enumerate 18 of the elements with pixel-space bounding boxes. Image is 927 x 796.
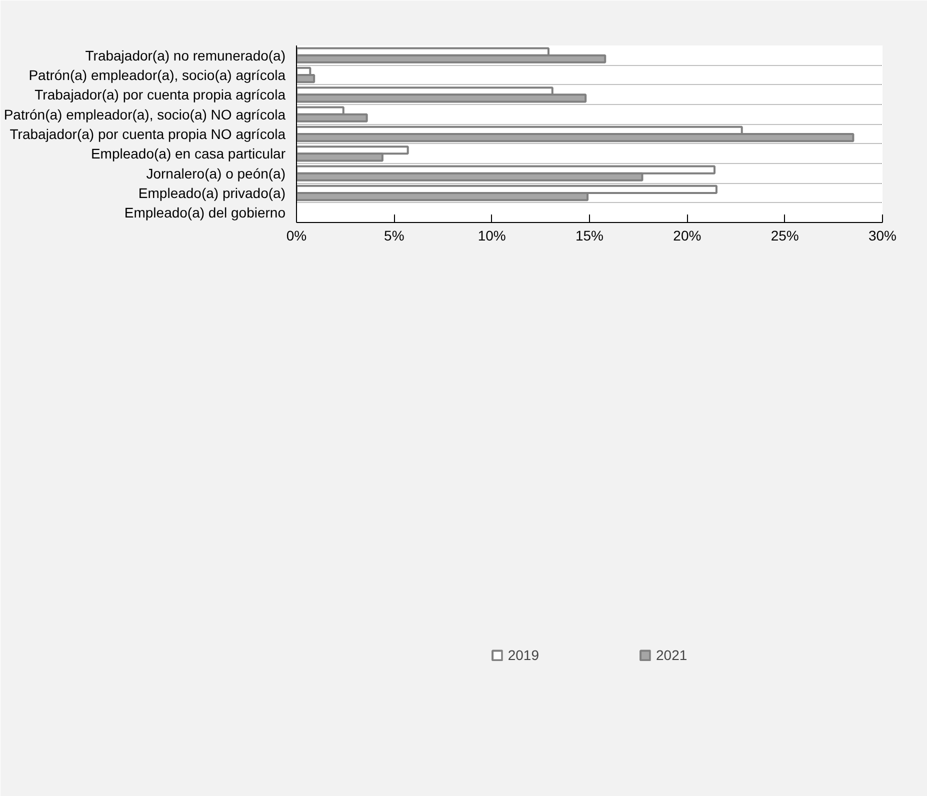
y-tick-label: Trabajador(a) no remunerado(a) [85, 47, 286, 64]
y-tick-label: Trabajador(a) por cuenta propia NO agrícola [10, 126, 286, 142]
x-tick-label: 15% [575, 228, 604, 244]
y-tick-label: Jornalero(a) o peón(a) [146, 165, 286, 182]
y-tick-label: Patrón(a) empleador(a), socio(a) NO agrícola [4, 106, 286, 122]
y-tick-label: Patrón(a) empleador(a), socio(a) agrícola [28, 67, 286, 83]
y-tick-label: Empleado(a) del gobierno [124, 204, 286, 221]
x-tick-label: 30% [868, 228, 897, 244]
y-tick-label: Empleado(a) privado(a) [138, 185, 286, 201]
y-tick-label: Trabajador(a) por cuenta propia agrícola [34, 86, 286, 103]
legend-label: 2021 [656, 646, 688, 662]
x-tick-label: 5% [384, 228, 404, 244]
y-tick-label: Empleado(a) en casa particular [90, 146, 286, 162]
x-tick-label: 10% [478, 228, 506, 244]
x-tick-label: 25% [770, 228, 799, 244]
legend-label: 2019 [508, 646, 539, 662]
x-tick-label: 0% [286, 228, 307, 244]
x-tick-label: 20% [673, 228, 702, 244]
